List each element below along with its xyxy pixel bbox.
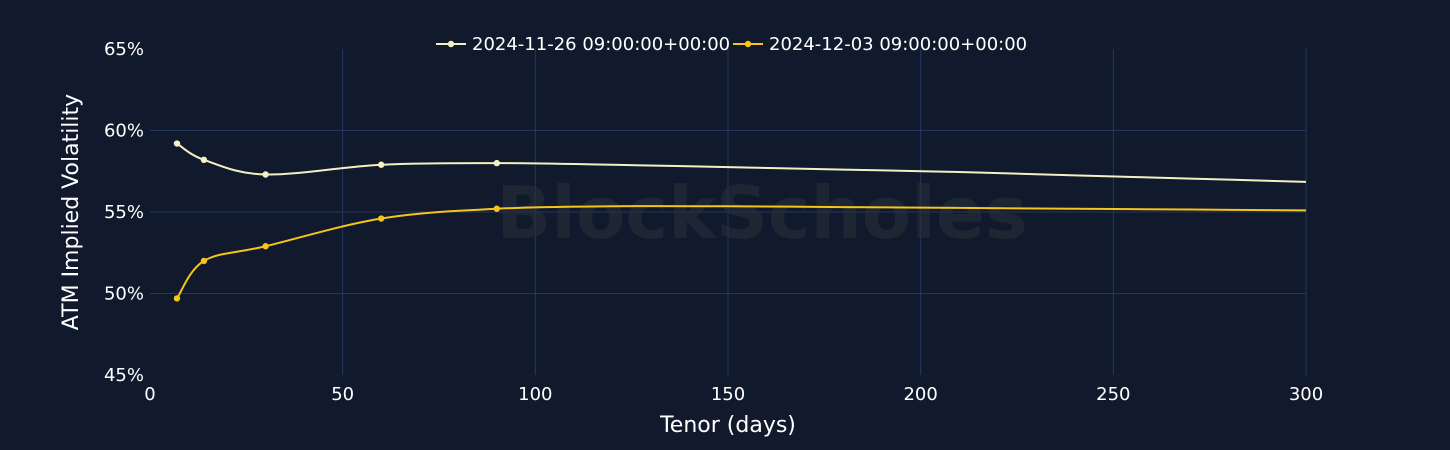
y-tick-label: 55%: [104, 202, 144, 223]
legend: 2024-11-26 09:00:00+00:00 2024-12-03 09:0…: [436, 34, 1027, 55]
data-point: [200, 156, 208, 164]
data-point: [378, 161, 385, 168]
x-tick-label: 0: [144, 384, 155, 405]
y-tick-label: 50%: [104, 284, 144, 305]
series-1: [173, 140, 1307, 183]
x-axis-title: Tenor (days): [659, 413, 796, 438]
data-point: [173, 140, 181, 147]
x-tick-label: 200: [903, 384, 937, 405]
legend-label: 2024-11-26 09:00:00+00:00: [472, 34, 730, 55]
legend-item: 2024-12-03 09:00:00+00:00: [733, 34, 1027, 55]
data-point: [378, 215, 385, 222]
data-point: [493, 159, 500, 167]
y-tick-label: 60%: [104, 121, 144, 142]
y-tick-label: 45%: [104, 365, 144, 386]
data-point: [173, 295, 181, 302]
legend-swatch-marker: [447, 40, 455, 48]
series-2: [173, 205, 1307, 302]
series-line: [176, 142, 1307, 183]
series-line: [176, 205, 1307, 299]
legend-item: 2024-11-26 09:00:00+00:00: [436, 34, 730, 55]
y-tick-label: 65%: [104, 39, 144, 60]
legend-swatch-marker: [744, 40, 752, 48]
x-tick-label: 150: [711, 384, 745, 405]
series-layer: [173, 140, 1307, 302]
legend-label: 2024-12-03 09:00:00+00:00: [769, 34, 1027, 55]
x-tick-label: 100: [518, 384, 552, 405]
data-point: [493, 205, 500, 212]
x-tick-label: 50: [331, 384, 354, 405]
x-tick-label: 250: [1096, 384, 1130, 405]
tick-layer: 0 50 100 150 200 250 300 45% 50% 55% 60% 65%: [104, 39, 1323, 405]
watermark: BlockScholes: [496, 171, 1027, 255]
data-point: [200, 257, 208, 265]
x-tick-label: 300: [1289, 384, 1323, 405]
y-axis-title: ATM Implied Volatility: [59, 94, 84, 330]
grid-layer: [150, 49, 1307, 375]
data-point: [262, 243, 269, 250]
data-point: [262, 171, 269, 178]
